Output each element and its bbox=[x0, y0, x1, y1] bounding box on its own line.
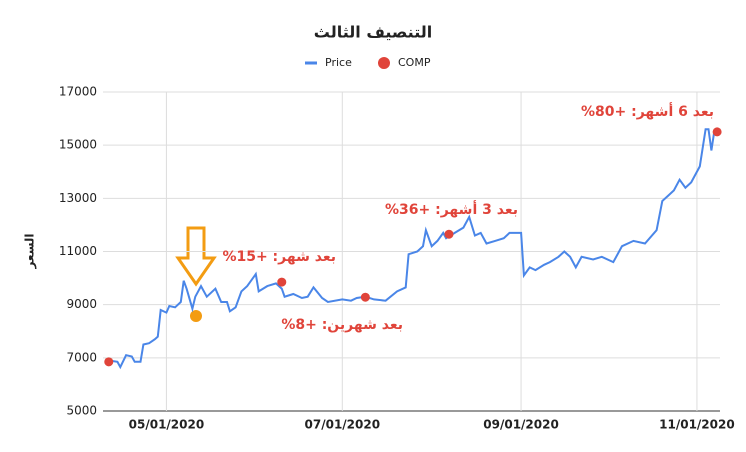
highlight-arrow bbox=[175, 226, 217, 322]
y-tick-label: 11000 bbox=[59, 244, 97, 258]
y-tick-label: 5000 bbox=[66, 404, 97, 418]
annotation: بعد 3 أشهر: +36% bbox=[385, 200, 518, 218]
price-line bbox=[108, 128, 716, 370]
y-tick-label: 17000 bbox=[59, 85, 97, 99]
comp-point bbox=[444, 229, 454, 239]
y-tick-label: 15000 bbox=[59, 138, 97, 152]
y-tick-label: 7000 bbox=[66, 350, 97, 364]
x-tick-label: 11/01/2020 bbox=[659, 418, 735, 432]
comp-point bbox=[277, 277, 287, 287]
comp-point bbox=[712, 127, 722, 137]
y-tick-label: 13000 bbox=[59, 191, 97, 205]
comp-point bbox=[104, 357, 114, 367]
legend-label: COMP bbox=[398, 56, 431, 69]
comp-point bbox=[360, 292, 370, 302]
x-tick-label: 09/01/2020 bbox=[483, 418, 559, 432]
annotation: بعد 6 أشهر: +80% bbox=[581, 102, 714, 120]
y-axis-title: السعر bbox=[23, 233, 37, 269]
legend-swatch bbox=[378, 57, 390, 69]
annotation: بعد شهرين: +8% bbox=[281, 317, 403, 333]
x-tick-label: 07/01/2020 bbox=[305, 418, 381, 432]
chart-title: التنصيف الثالث bbox=[314, 23, 432, 42]
x-tick-label: 05/01/2020 bbox=[129, 418, 205, 432]
legend-label: Price bbox=[325, 56, 352, 69]
y-tick-label: 9000 bbox=[66, 297, 97, 311]
annotation: بعد شهر: +15% bbox=[222, 249, 336, 265]
